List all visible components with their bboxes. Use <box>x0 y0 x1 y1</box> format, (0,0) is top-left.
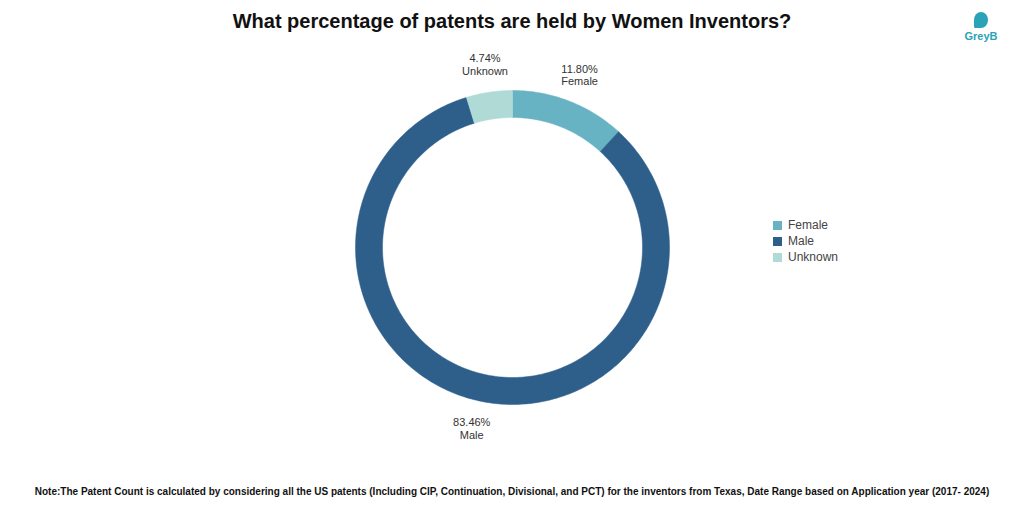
html-text:Female: Female <box>788 218 828 232</box>
svg-text:4.74%Unknown: 4.74%Unknown <box>462 52 508 77</box>
svg-text:11.80%Female: 11.80%Female <box>561 63 598 88</box>
html-text:GreyB: GreyB <box>964 30 998 42</box>
svg-text:83.46%Male: 83.46%Male <box>453 416 491 441</box>
html-text:Male: Male <box>788 234 814 248</box>
html-text:What percentage of patents are: What percentage of patents are held by W… <box>232 10 792 32</box>
html-text:Note:The Patent Count is calcu: Note:The Patent Count is calculated by c… <box>34 486 990 497</box>
html-text:Unknown: Unknown <box>788 250 838 264</box>
